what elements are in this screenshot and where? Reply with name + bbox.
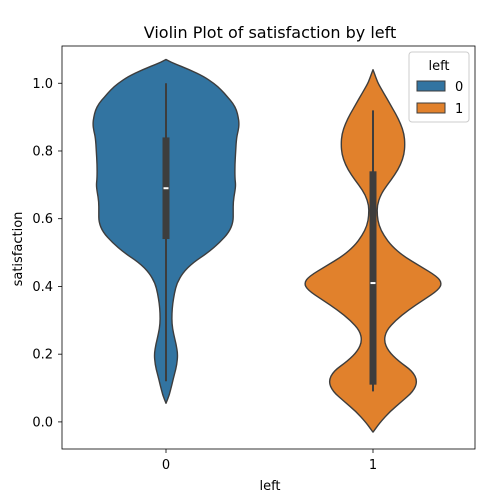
chart-title: Violin Plot of satisfaction by left bbox=[144, 23, 396, 42]
y-tick-label-2: 0.4 bbox=[32, 280, 53, 295]
x-tick-label-1: 1 bbox=[369, 458, 377, 473]
legend-title: left bbox=[428, 59, 449, 74]
x-axis-label: left bbox=[259, 479, 280, 494]
y-axis: 0.0 0.2 0.4 0.6 0.8 1.0 bbox=[32, 77, 62, 430]
legend-entry-0: 0 bbox=[455, 80, 463, 95]
y-tick-label-0: 0.0 bbox=[32, 415, 53, 430]
y-tick-label-5: 1.0 bbox=[32, 77, 53, 92]
y-tick-label-4: 0.8 bbox=[32, 144, 53, 159]
y-axis-label: satisfaction bbox=[11, 212, 26, 287]
iqr-box-1 bbox=[369, 171, 377, 385]
y-tick-label-1: 0.2 bbox=[32, 348, 53, 363]
violins-layer bbox=[92, 58, 442, 433]
x-tick-label-0: 0 bbox=[162, 458, 170, 473]
legend-swatch-0 bbox=[416, 80, 446, 92]
legend-swatch-1 bbox=[416, 102, 446, 114]
legend: left 0 1 bbox=[408, 51, 470, 123]
legend-entry-1: 1 bbox=[455, 102, 463, 117]
y-tick-label-3: 0.6 bbox=[32, 212, 53, 227]
